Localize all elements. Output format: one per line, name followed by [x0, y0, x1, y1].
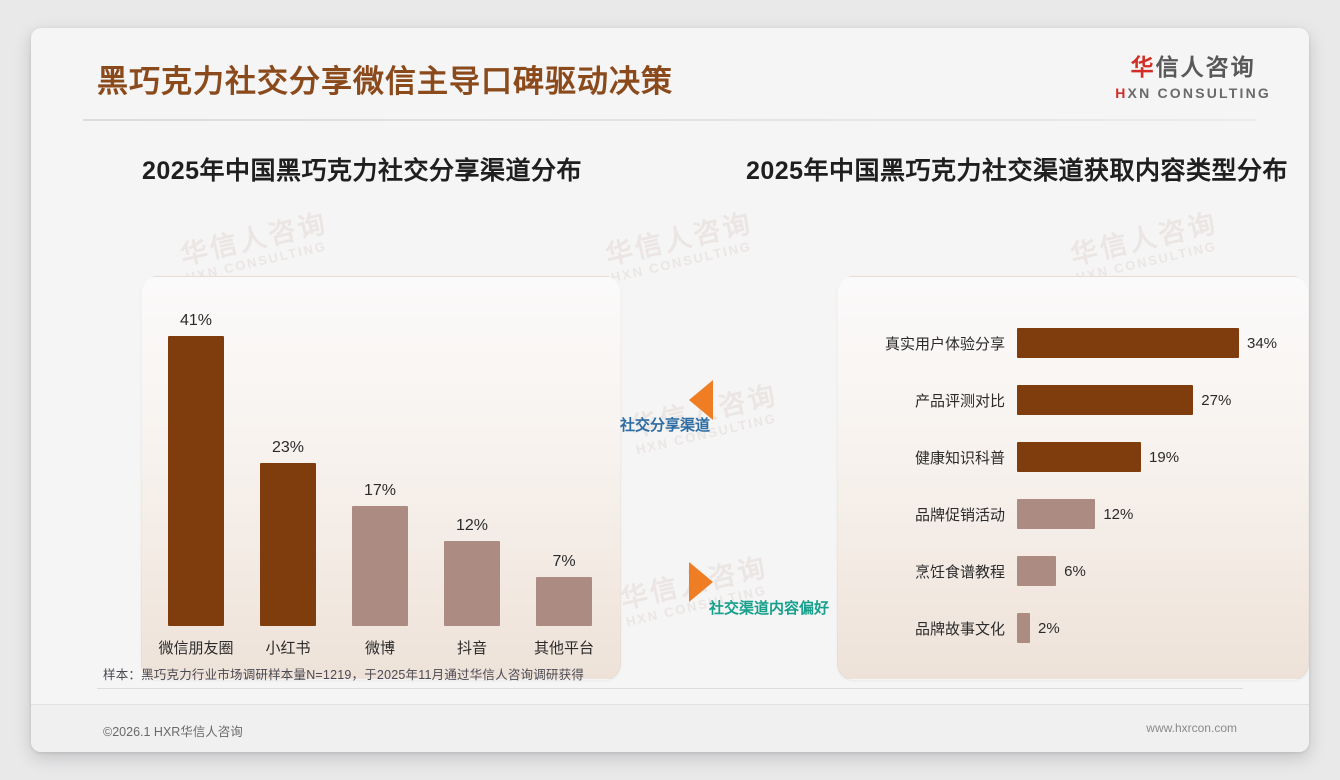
right-column-header: 2025年中国黑巧克力社交渠道获取内容类型分布: [737, 156, 1297, 186]
arrow-right-icon: [689, 562, 713, 602]
logo-english: HXN CONSULTING: [1115, 85, 1271, 101]
brand-logo: 华信人咨询 HXN CONSULTING: [1115, 48, 1271, 101]
bar-category-label: 产品评测对比: [914, 392, 1005, 410]
watermark: 华信人咨询 HXN CONSULTING: [178, 208, 334, 287]
bar-category-label: 微信朋友圈: [158, 640, 234, 657]
watermark-en: HXN CONSULTING: [609, 238, 754, 286]
left-chart-title: 2025年中国黑巧克力社交分享渠道分布: [141, 157, 583, 185]
bar-value-label: 23%: [271, 439, 305, 457]
bar-category-label: 品牌故事文化: [914, 620, 1005, 638]
bar-row: 品牌故事文化 2%: [837, 609, 1309, 647]
left-column-header: 2025年中国黑巧克力社交分享渠道分布: [97, 156, 627, 186]
bar[interactable]: [1017, 499, 1096, 529]
bar-value-label: 34%: [1247, 334, 1278, 352]
watermark: 华信人咨询 HXN CONSULTING: [1068, 208, 1224, 287]
right-chart-title: 2025年中国黑巧克力社交渠道获取内容类型分布: [745, 157, 1289, 185]
bar[interactable]: [1017, 442, 1142, 472]
bar-group: 41%: [159, 312, 233, 626]
logo-rest-chars: 信人咨询: [1155, 54, 1256, 80]
bar-value-label: 12%: [1103, 505, 1134, 523]
logo-en-accent: H: [1115, 85, 1128, 101]
bar[interactable]: [1017, 328, 1239, 358]
bar-row: 健康知识科普 19%: [837, 438, 1309, 476]
bar-group: 17%: [343, 482, 417, 626]
logo-accent-char: 华: [1130, 54, 1156, 80]
slide-card: 华信人咨询 HXN CONSULTING 华信人咨询 HXN CONSULTIN…: [31, 28, 1309, 752]
bar-group: 23%: [251, 439, 325, 626]
bar[interactable]: [444, 541, 500, 626]
bar-row: 品牌促销活动 12%: [837, 495, 1309, 533]
bar[interactable]: [260, 463, 316, 626]
arrow-left-icon: [689, 380, 713, 420]
logo-en-rest: XN CONSULTING: [1127, 85, 1271, 101]
content-preference-label: 社交渠道内容偏好: [709, 600, 830, 617]
bar[interactable]: [536, 576, 592, 626]
bar[interactable]: [1017, 556, 1057, 586]
watermark: 华信人咨询 HXN CONSULTING: [603, 208, 759, 287]
bar-row: 产品评测对比 27%: [837, 381, 1309, 419]
website-link[interactable]: www.hxrcon.com: [1146, 721, 1237, 735]
header: 黑巧克力社交分享微信主导口碑驱动决策 华信人咨询 HXN CONSULTING: [31, 28, 1309, 123]
bar-value-label: 41%: [179, 312, 213, 329]
bar-category-label: 其他平台: [533, 640, 594, 657]
bar-value-label: 27%: [1201, 391, 1232, 409]
bar-category-label: 小红书: [265, 640, 311, 657]
watermark-cn: 华信人咨询: [177, 207, 331, 271]
bar-group: 12%: [435, 517, 509, 626]
bar-value-label: 19%: [1149, 448, 1180, 466]
bar-value-label: 17%: [363, 481, 397, 499]
social-share-channel-label: 社交分享渠道: [620, 417, 711, 434]
bar-category-label: 品牌促销活动: [914, 506, 1005, 524]
sample-note: 样本：黑巧克力行业市场调研样本量N=1219，于2025年11月通过华信人咨询调…: [103, 668, 585, 682]
bar[interactable]: [1017, 385, 1194, 415]
header-divider: [83, 119, 1257, 121]
bar[interactable]: [168, 336, 224, 626]
bar-row: 烹饪食谱教程 6%: [837, 552, 1309, 590]
bar-category-label: 健康知识科普: [914, 449, 1005, 467]
bar-category-label: 真实用户体验分享: [884, 335, 1005, 353]
bar-value-label: 6%: [1064, 562, 1086, 580]
bar-row: 真实用户体验分享 34%: [837, 324, 1309, 362]
social-share-channel-bar-chart: 41% 微信朋友圈 23% 小红书 17% 微博 12% 抖音 7% 其他平台: [141, 276, 621, 680]
bar-category-label: 微博: [364, 640, 395, 657]
watermark-cn: 华信人咨询: [1067, 207, 1221, 271]
bar-value-label: 7%: [552, 552, 576, 570]
bar-category-label: 抖音: [456, 640, 487, 657]
logo-chinese: 华信人咨询: [1115, 48, 1271, 82]
bar-group: 7%: [527, 552, 601, 626]
footer-bar: ©2026.1 HXR华信人咨询 www.hxrcon.com: [31, 704, 1309, 752]
copyright-text: ©2026.1 HXR华信人咨询: [103, 725, 243, 739]
bar[interactable]: [352, 505, 408, 626]
bar-value-label: 12%: [455, 517, 489, 535]
footer-divider: [97, 688, 1243, 689]
watermark-cn: 华信人咨询: [602, 207, 756, 271]
bar-value-label: 2%: [1038, 619, 1060, 637]
bar[interactable]: [1017, 613, 1031, 643]
content-type-bar-chart: 真实用户体验分享 34% 产品评测对比 27% 健康知识科普 19% 品牌促销活动 12% 烹饪…: [837, 276, 1309, 680]
page-title: 黑巧克力社交分享微信主导口碑驱动决策: [97, 64, 673, 99]
bar-category-label: 烹饪食谱教程: [914, 563, 1005, 581]
